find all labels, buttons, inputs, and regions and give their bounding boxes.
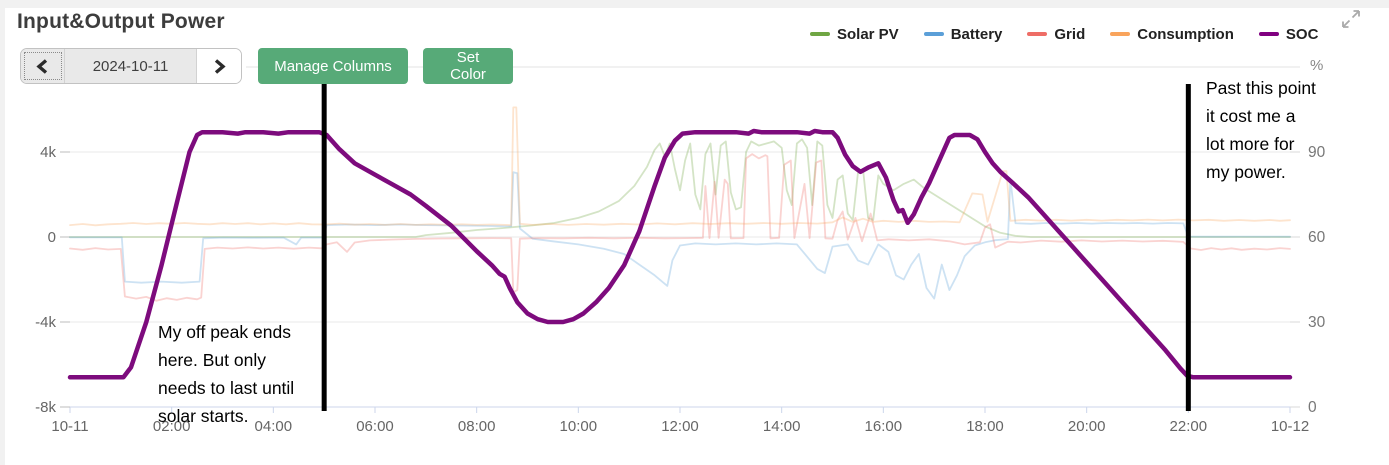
x-axis-label: 08:00 — [458, 418, 496, 435]
legend-item-solar-pv[interactable]: Solar PV — [810, 26, 899, 43]
manage-columns-button[interactable]: Manage Columns — [258, 48, 408, 84]
x-axis-label: 10:00 — [560, 418, 598, 435]
legend-label: Solar PV — [837, 25, 899, 43]
chevron-right-icon — [214, 58, 226, 74]
series-line-grid — [69, 153, 1291, 302]
legend-label: SOC — [1285, 25, 1319, 43]
legend-item-battery[interactable]: Battery — [923, 25, 1003, 43]
battery-swatch-icon — [923, 32, 944, 36]
x-axis-label: 16:00 — [865, 418, 903, 435]
expand-fullscreen-icon[interactable] — [1340, 8, 1362, 35]
y-axis-right-label: 90 — [1308, 144, 1326, 161]
consumption-swatch-icon — [1110, 32, 1131, 36]
solar-pv-swatch-icon — [810, 32, 830, 36]
series-line-battery — [69, 171, 1291, 300]
date-prev-button[interactable] — [21, 49, 65, 83]
page-edge-left — [0, 0, 5, 465]
y-axis-right-label: 30 — [1308, 314, 1326, 331]
y-axis-left-label: -8k — [35, 399, 56, 416]
legend-item-soc[interactable]: SOC — [1258, 25, 1319, 43]
page-title: Input&Output Power — [17, 10, 225, 33]
annotation-marker-line-peak-price-start — [1185, 84, 1191, 411]
annotation-price-note: Past this point it cost me a lot more fo… — [1206, 78, 1316, 182]
date-next-button[interactable] — [197, 49, 241, 83]
x-axis-label: 22:00 — [1170, 418, 1208, 435]
y-axis-right-label: 0 — [1308, 399, 1317, 416]
y-axis-left-label: 0 — [48, 229, 56, 246]
series-line-soc — [67, 128, 1293, 380]
chevron-left-icon — [36, 58, 48, 74]
x-axis-label: 10-12 — [1271, 418, 1309, 435]
y-axis-left-label: 4k — [40, 144, 56, 161]
legend-label: Battery — [950, 25, 1003, 43]
date-value[interactable]: 2024-10-11 — [65, 49, 197, 83]
series-line-solar-pv — [69, 138, 1291, 238]
annotation-off-peak-note: My off peak ends here. But only needs to… — [158, 322, 295, 426]
legend-label: Grid — [1054, 25, 1086, 43]
x-axis-label: 10-11 — [51, 418, 88, 435]
soc-swatch-icon — [1258, 32, 1279, 36]
page-edge-top — [0, 0, 1389, 8]
x-axis-label: 20:00 — [1068, 418, 1106, 435]
y-axis-left-label: -4k — [35, 314, 56, 331]
x-axis-label: 06:00 — [356, 418, 394, 435]
set-color-button[interactable]: Set Color — [423, 48, 513, 84]
y-axis-right-label: 60 — [1308, 229, 1326, 246]
x-axis-label: 12:00 — [661, 418, 699, 435]
date-navigator[interactable]: 2024-10-11 — [20, 48, 242, 84]
legend-label: Consumption — [1137, 25, 1234, 43]
legend-item-grid[interactable]: Grid — [1027, 26, 1085, 43]
grid-swatch-icon — [1027, 32, 1048, 36]
x-axis-label: 18:00 — [966, 418, 1004, 435]
x-axis-label: 04:00 — [255, 418, 293, 435]
annotation-marker-line-off-peak-end — [321, 84, 327, 411]
legend-item-consumption[interactable]: Consumption — [1110, 26, 1234, 43]
chart-legend: Solar PV Battery Grid Consumption SOC — [810, 24, 1318, 44]
y-axis-right-unit-label: % — [1310, 57, 1323, 74]
series-line-consumption — [69, 106, 1291, 227]
x-axis-label: 02:00 — [153, 418, 191, 435]
x-axis-label: 14:00 — [763, 418, 801, 435]
